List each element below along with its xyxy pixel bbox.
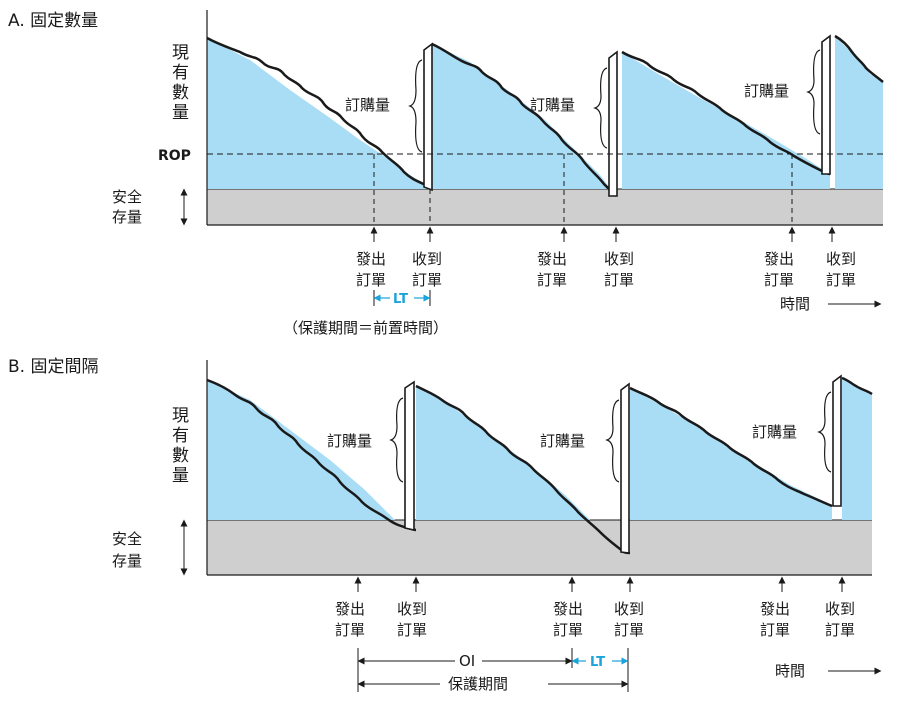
panel-a-ylabel-4: 量 [172,103,189,123]
panel-b-inventory-line-1 [206,378,417,532]
panel-b-inventory-line-2 [415,384,631,555]
panel-a-inventory-area [207,36,883,196]
panel-b-recv-1b: 訂單 [397,621,427,639]
panel-a: A. 固定數量 現 有 數 量 訂購量 訂購量 訂購量 ROP [8,10,884,337]
panel-a-replenish-2 [608,50,618,197]
panel-a-inventory-line-4 [834,34,884,83]
panel-b-place-2b: 訂單 [553,621,583,639]
panel-b-order-qty-label-3: 訂購量 [752,423,797,441]
panel-b-recv-2a: 收到 [614,600,644,618]
panel-b-recv-3a: 收到 [825,600,855,618]
panel-b-place-1b: 訂單 [335,621,365,639]
panel-a-recv-3a: 收到 [826,250,856,268]
panel-a-replenish-1 [423,42,433,192]
panel-b-safety-label-2: 存量 [112,552,142,570]
panel-b-safety-stock-area [207,520,872,575]
panel-b-recv-2b: 訂單 [614,621,644,639]
panel-a-recv-2a: 收到 [604,250,634,268]
panel-a-brace-3 [806,49,821,135]
panel-a-place-3a: 發出 [764,250,794,268]
panel-b-brace-2 [605,399,620,483]
panel-b-brace-1 [389,397,404,483]
panel-b-brace-3 [817,391,832,473]
panel-a-time-label: 時間 [780,295,810,313]
panel-b-order-qty-label-2: 訂購量 [540,432,585,450]
panel-b-recv-3b: 訂單 [825,621,855,639]
panel-b-order-qty-label-1: 訂購量 [327,432,372,450]
panel-b-inventory-line-3 [629,386,833,508]
panel-a-safety-stock-area [207,189,883,225]
panel-a-inventory-line [206,36,431,189]
panel-a-lt-label: LT [393,292,408,307]
panel-b-protection-label: 保護期間 [448,675,508,693]
panel-a-ylabel-2: 有 [172,63,189,83]
panel-b-lt-label: LT [590,655,605,670]
panel-b-time-label: 時間 [775,662,805,680]
panel-b-place-3b: 訂單 [760,621,790,639]
panel-b-place-1a: 發出 [335,600,365,618]
panel-a-ylabel-1: 現 [172,43,189,63]
panel-a-ylabel-3: 數 [172,83,189,103]
panel-a-brace-1 [408,59,423,153]
panel-a-place-3b: 訂單 [764,271,794,289]
panel-a-caption: （保護期間＝前置時間） [283,319,448,337]
panel-a-recv-2b: 訂單 [604,271,634,289]
panel-a-inventory-line-2 [431,42,617,197]
panel-a-title: A. 固定數量 [8,11,98,31]
panel-b-title: B. 固定間隔 [8,357,98,377]
panel-b-replenish-2 [620,382,630,554]
panel-b-ylabel-1: 現 [172,406,189,426]
panel-a-safety-label-1: 安全 [112,188,142,206]
panel-a-place-2a: 發出 [537,250,567,268]
panel-b-ylabel-2: 有 [172,426,189,446]
panel-b-safety-label-1: 安全 [112,530,142,548]
panel-a-recv-1a: 收到 [412,250,442,268]
panel-a-place-1a: 發出 [356,250,386,268]
panel-a-safety-label-2: 存量 [112,208,142,226]
panel-b: B. 固定間隔 現 有 數 量 訂購量 訂購量 訂購量 安全 存量 發出 [8,357,882,693]
panel-a-rop-label: ROP [158,148,191,164]
panel-b-replenish-3 [832,374,842,507]
panel-b-replenish-1 [404,380,415,531]
panel-a-place-1b: 訂單 [356,271,386,289]
panel-a-place-2b: 訂單 [537,271,567,289]
panel-a-recv-1b: 訂單 [412,271,442,289]
panel-b-place-2a: 發出 [553,600,583,618]
panel-b-oi-label: OI [459,652,475,670]
panel-a-replenish-3 [821,34,831,175]
panel-a-order-qty-label-2: 訂購量 [530,96,575,114]
panel-a-recv-3b: 訂單 [826,271,856,289]
panel-b-inventory-line-4 [841,376,873,396]
panel-a-inventory-line-3 [621,50,831,176]
panel-a-order-qty-label-1: 訂購量 [345,96,390,114]
panel-b-inventory-area [207,378,872,520]
panel-b-ylabel-3: 數 [172,446,189,466]
panel-b-recv-1a: 收到 [397,600,427,618]
panel-b-ylabel-4: 量 [172,466,189,486]
panel-b-place-3a: 發出 [760,600,790,618]
panel-a-brace-2 [593,67,608,149]
panel-a-order-qty-label-3: 訂購量 [744,82,789,100]
